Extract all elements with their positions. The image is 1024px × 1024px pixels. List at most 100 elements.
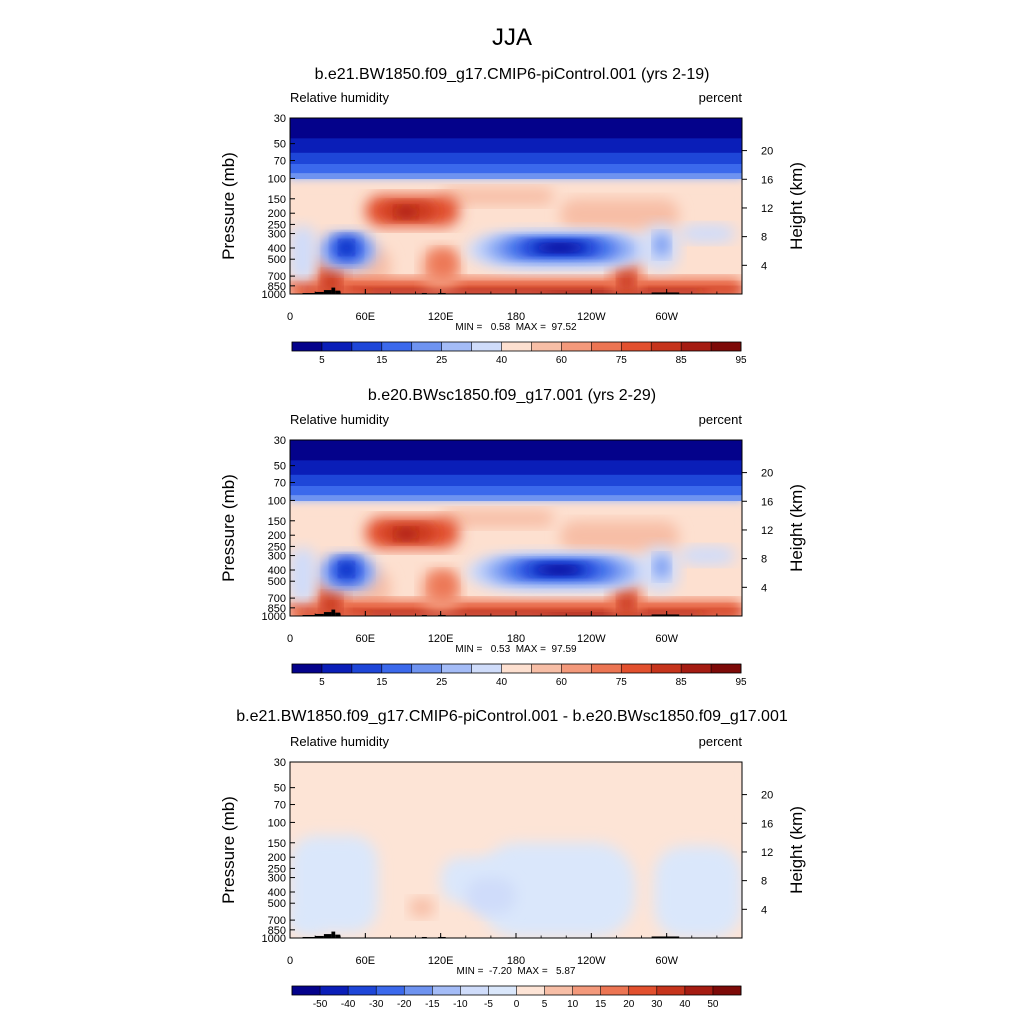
- colorbar: -50 -40 -30 -20 -15 -10 -5 0 5 10 15 20 30 40 50: [291, 985, 742, 1010]
- x-tick-label: 180: [507, 955, 525, 967]
- y2-tick-label: 4: [761, 260, 767, 272]
- field-contour: [290, 835, 378, 933]
- topography: [323, 290, 332, 294]
- y-tick-label: 400: [268, 887, 286, 899]
- x-tick-label: 60E: [356, 955, 376, 967]
- colorbar-swatch: [561, 342, 592, 351]
- y-tick-label: 1000: [262, 289, 286, 301]
- field-contour: [559, 198, 680, 231]
- colorbar-label: 60: [556, 355, 568, 366]
- topography: [421, 292, 427, 294]
- colorbar-label: 20: [623, 999, 635, 1010]
- colorbar-label: -10: [453, 999, 468, 1010]
- heatmap-field: [290, 762, 742, 938]
- colorbar-swatch: [381, 664, 413, 673]
- y-tick-label: 300: [268, 873, 286, 885]
- colorbar-label: -5: [484, 999, 493, 1010]
- field-contour: [430, 572, 456, 599]
- field-contour: [440, 187, 554, 206]
- y-tick-label: 300: [268, 551, 286, 563]
- colorbar-swatch: [572, 986, 601, 995]
- y-tick-label: 500: [268, 254, 286, 266]
- x-tick-label: 0: [287, 633, 293, 645]
- colorbar-label: 50: [707, 999, 719, 1010]
- colorbar-label: 40: [496, 355, 508, 366]
- colorbar-label: 75: [616, 677, 628, 688]
- x-tick-label: 60W: [655, 955, 678, 967]
- y-tick-label: 200: [268, 530, 286, 542]
- y-tick-label: 700: [268, 915, 286, 927]
- field-contour: [290, 762, 742, 832]
- colorbar-swatch: [441, 664, 472, 673]
- colorbar-label: -15: [425, 999, 440, 1010]
- heatmap-field: [290, 118, 742, 294]
- colorbar-label: 5: [319, 677, 325, 688]
- panel-title: b.e20.BWsc1850.f09_g17.001 (yrs 2-29): [368, 387, 656, 404]
- colorbar-swatch: [651, 342, 682, 351]
- variable-label: Relative humidity: [290, 412, 389, 427]
- field-contour: [465, 877, 516, 915]
- topography: [651, 292, 680, 294]
- y-tick-label: 100: [268, 173, 286, 185]
- colorbar-swatch: [292, 986, 321, 995]
- y-tick-label: 30: [274, 435, 286, 447]
- colorbar-label: 95: [735, 677, 747, 688]
- y-tick-label: 250: [268, 541, 286, 553]
- stratosphere-band: [290, 495, 742, 502]
- variable-label: Relative humidity: [290, 90, 389, 105]
- y-tick-label: 70: [274, 800, 286, 812]
- x-tick-label: 60W: [655, 311, 678, 323]
- y2-tick-label: 8: [761, 554, 767, 566]
- colorbar-swatch: [460, 986, 489, 995]
- y-tick-label: 100: [268, 495, 286, 507]
- colorbar-label: 40: [496, 677, 508, 688]
- y-tick-label: 200: [268, 852, 286, 864]
- field-contour: [679, 546, 736, 565]
- y2-tick-label: 8: [761, 876, 767, 888]
- topography: [323, 934, 332, 938]
- colorbar-label: 30: [651, 999, 663, 1010]
- x-tick-label: 180: [507, 311, 525, 323]
- x-tick-label: 120E: [428, 311, 454, 323]
- y-tick-label: 700: [268, 271, 286, 283]
- colorbar-label: 15: [595, 999, 607, 1010]
- colorbar-swatch: [544, 986, 573, 995]
- field-contour: [654, 846, 742, 938]
- x-tick-label: 120E: [428, 955, 454, 967]
- colorbar-swatch: [591, 664, 622, 673]
- colorbar-swatch: [381, 342, 413, 351]
- topography: [331, 287, 336, 294]
- colorbar-label: 0: [514, 999, 520, 1010]
- colorbar-swatch: [292, 664, 323, 673]
- y2-tick-label: 20: [761, 146, 773, 158]
- y2-tick-label: 16: [761, 818, 773, 830]
- field-contour: [396, 528, 416, 541]
- x-tick-label: 60E: [356, 311, 376, 323]
- field-contour: [290, 548, 316, 603]
- colorbar-label: 25: [436, 355, 448, 366]
- units-label: percent: [699, 412, 743, 427]
- field-contour: [321, 593, 341, 616]
- field-contour: [440, 509, 554, 528]
- variable-label: Relative humidity: [290, 734, 389, 749]
- y2-axis-title: Height (km): [787, 484, 806, 572]
- topography: [331, 931, 336, 938]
- y-tick-label: 700: [268, 593, 286, 605]
- colorbar-label: 10: [567, 999, 579, 1010]
- topography: [302, 614, 316, 616]
- y-tick-label: 850: [268, 925, 286, 937]
- colorbar-swatch: [432, 986, 461, 995]
- stratosphere-band: [290, 460, 742, 476]
- colorbar-swatch: [411, 664, 442, 673]
- colorbar-swatch: [348, 986, 377, 995]
- topography: [651, 614, 680, 616]
- y-tick-label: 150: [268, 838, 286, 850]
- field-contour: [541, 566, 579, 574]
- colorbar-swatch: [411, 342, 442, 351]
- y-tick-label: 1000: [262, 611, 286, 623]
- field-contour: [559, 520, 680, 553]
- units-label: percent: [699, 734, 743, 749]
- panel-title: b.e21.BW1850.f09_g17.CMIP6-piControl.001…: [315, 66, 710, 83]
- min-max-stats: MIN = 0.53 MAX = 97.59: [455, 644, 577, 655]
- y-tick-label: 300: [268, 229, 286, 241]
